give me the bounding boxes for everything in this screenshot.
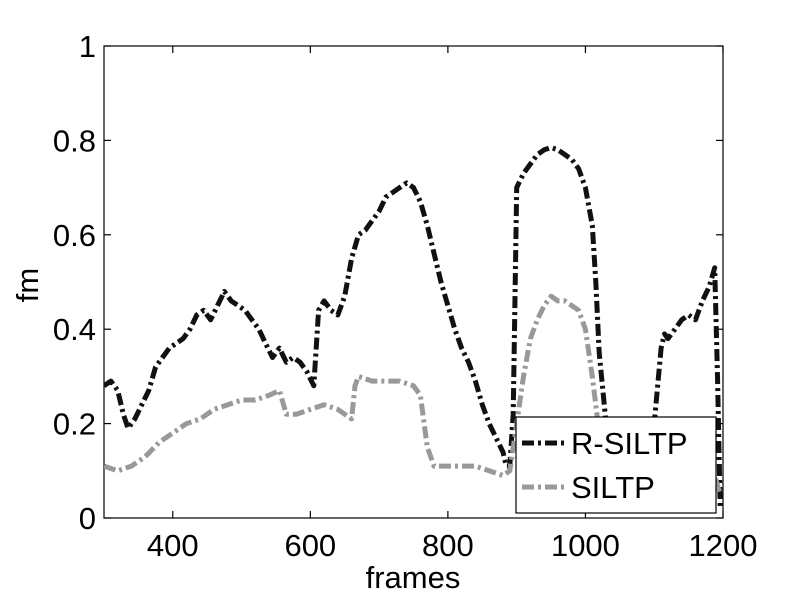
axis-ticks xyxy=(104,45,724,519)
y-tick-label: 0 xyxy=(79,501,96,536)
y-tick-label: 0.8 xyxy=(53,123,96,158)
y-tick-label: 0.2 xyxy=(53,407,96,442)
legend: R-SILTP SILTP xyxy=(515,416,717,514)
y-tick-label: 0.6 xyxy=(53,218,96,253)
x-axis-title: frames xyxy=(366,560,461,595)
x-tick-label: 800 xyxy=(422,528,474,563)
y-tick-label: 0.4 xyxy=(53,312,96,347)
x-tick-label: 1000 xyxy=(551,528,620,563)
tick-labels: 400 600 800 1000 1200 0 0.2 0.4 0.6 0.8 1 xyxy=(53,29,758,563)
x-tick-label: 600 xyxy=(284,528,336,563)
y-axis-title: fm xyxy=(10,268,45,302)
x-tick-label: 1200 xyxy=(689,528,758,563)
x-tick-label: 400 xyxy=(147,528,199,563)
y-tick-label: 1 xyxy=(79,29,96,64)
legend-box xyxy=(515,416,717,514)
legend-label-r-siltp: R-SILTP xyxy=(571,426,688,461)
legend-label-siltp: SILTP xyxy=(571,470,655,505)
